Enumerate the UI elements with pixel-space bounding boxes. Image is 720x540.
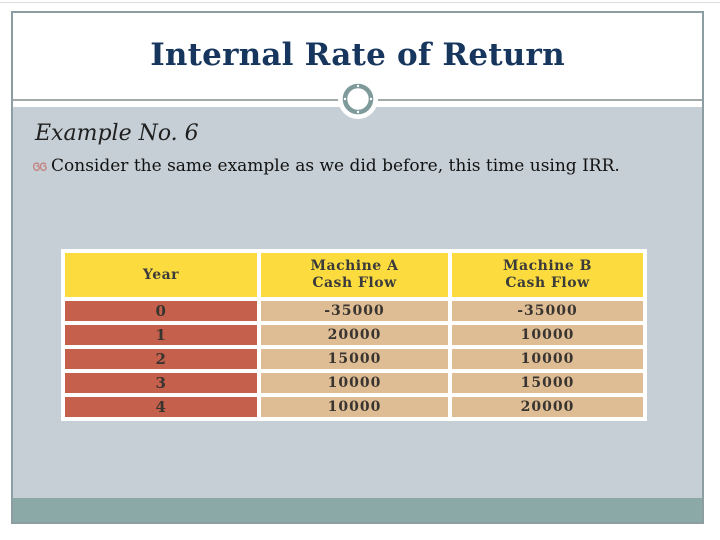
slide-title: Internal Rate of Return: [150, 37, 565, 73]
machine-a-cell: 10000: [261, 397, 448, 417]
machine-a-cell: 15000: [261, 349, 448, 369]
header-year-label: Year: [142, 266, 180, 283]
year-cell: 4: [65, 397, 257, 417]
machine-b-cell: 10000: [452, 325, 643, 345]
year-cell: 2: [65, 349, 257, 369]
machine-b-cell: 10000: [452, 349, 643, 369]
example-heading: Example No. 6: [35, 121, 199, 146]
background-hairline: [0, 2, 720, 3]
header-machine-b-line1: Machine B: [503, 258, 592, 274]
machine-b-cell: 20000: [452, 397, 643, 417]
machine-b-cell: 15000: [452, 373, 643, 393]
bullet-line: Consider the same example as we did befo…: [32, 156, 682, 176]
footer-band: [13, 498, 702, 522]
year-cell: 3: [65, 373, 257, 393]
header-machine-a-line2: Cash Flow: [312, 275, 397, 291]
year-cell: 1: [65, 325, 257, 345]
header-machine-a-line1: Machine A: [310, 258, 399, 274]
machine-a-cell: 10000: [261, 373, 448, 393]
table-header-machine-a: Machine A Cash Flow: [261, 253, 448, 297]
year-cell: 0: [65, 301, 257, 321]
table-header-machine-b: Machine B Cash Flow: [452, 253, 643, 297]
table-header-year: Year: [65, 253, 257, 297]
cash-flow-table: Year Machine A Cash Flow Machine B Cash …: [61, 249, 647, 421]
slide-body: Example No. 6 Consider the same example …: [13, 107, 702, 498]
header-machine-b-line2: Cash Flow: [505, 275, 590, 291]
machine-a-cell: 20000: [261, 325, 448, 345]
presentation-slide: Internal Rate of Return Example No. 6 Co…: [11, 11, 704, 524]
machine-a-cell: -35000: [261, 301, 448, 321]
bullet-text: Consider the same example as we did befo…: [51, 156, 620, 176]
vine-ornament-bullet-icon: [32, 162, 47, 172]
divider-ring-icon: [337, 79, 378, 119]
machine-b-cell: -35000: [452, 301, 643, 321]
